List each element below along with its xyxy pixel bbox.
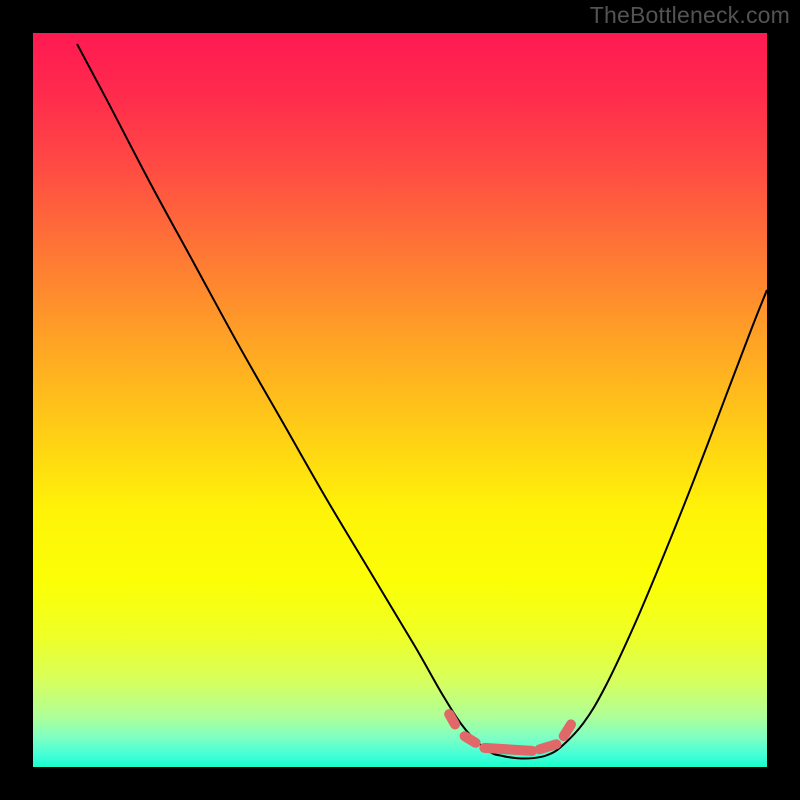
marker-segment (449, 714, 455, 724)
bottleneck-curve (77, 44, 767, 759)
plot-area (33, 33, 767, 767)
marker-segment (465, 736, 476, 743)
curve-layer (33, 33, 767, 767)
marker-segment (484, 748, 532, 751)
marker-band (449, 714, 571, 751)
bottleneck-chart: TheBottleneck.com (0, 0, 800, 800)
watermark-text: TheBottleneck.com (590, 2, 790, 29)
marker-segment (539, 744, 556, 749)
marker-segment (564, 724, 571, 736)
